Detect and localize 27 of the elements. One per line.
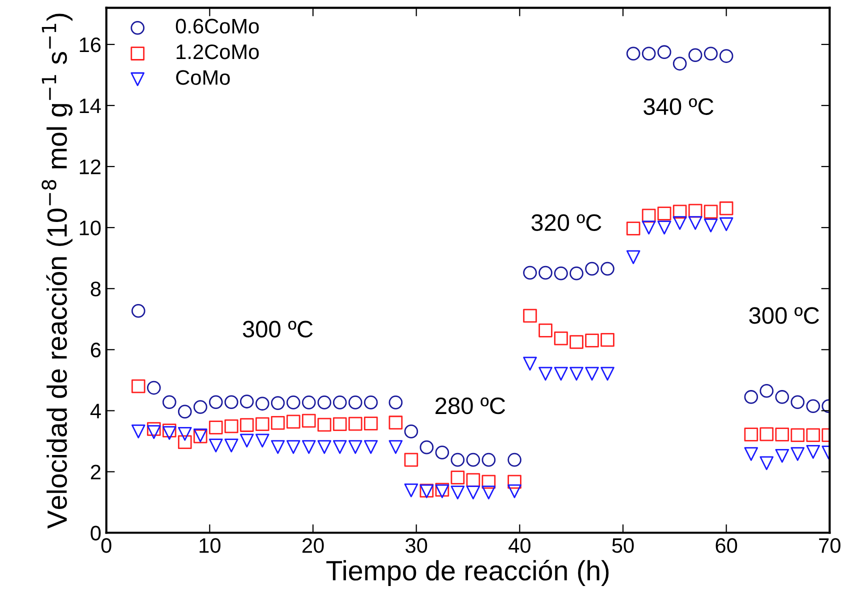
legend-label: CoMo [176,70,230,85]
legend-label: 1.2CoMo [176,44,259,60]
y-tick-label: 0 [90,526,101,541]
x-tick-label: 0 [101,538,112,553]
x-axis-title: Tiempo de reacción (h) [326,560,609,586]
annotation: 280 ºC [436,397,506,414]
y-tick-label: 10 [80,220,101,236]
x-tick-label: 60 [716,538,738,553]
y-tick-label: 2 [90,464,100,480]
y-tick-label: 14 [80,98,101,114]
annotation: 320 ºC [531,214,602,231]
y-axis-title: Velocidad de reacción (10$^{−8}$ mol g$^{−1}$ s$^{−1}$) [42,14,72,529]
x-tick-label: 20 [302,538,324,553]
x-tick-label: 30 [406,538,428,553]
x-tick-label: 10 [200,538,220,553]
y-tick-label: 4 [90,404,101,418]
y-tick-label: 8 [90,282,101,296]
annotation: 300 ºC [242,320,313,338]
y-tick-label: 6 [90,342,101,358]
y-tick-label: 12 [80,160,100,174]
annotation: 300 ºC [749,307,819,324]
legend-label: 0.6CoMo [176,18,259,34]
x-tick-label: 70 [819,538,840,553]
y-tick-label: 16 [80,37,101,52]
x-tick-label: 50 [612,538,634,553]
annotation: 340 ºC [644,98,714,115]
x-tick-label: 40 [508,538,530,553]
